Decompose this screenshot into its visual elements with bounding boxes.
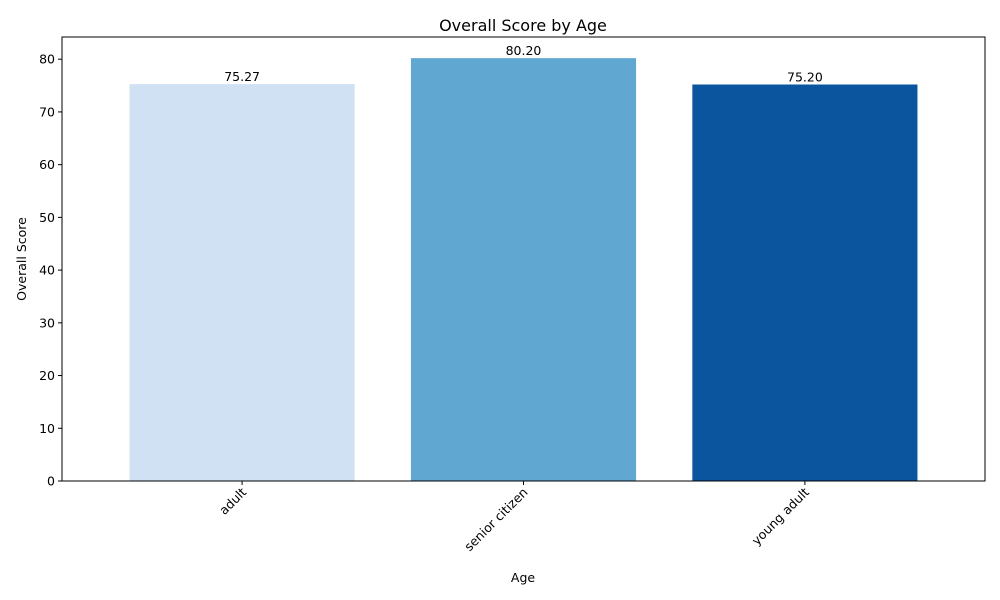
y-tick-label: 20 bbox=[39, 368, 55, 383]
x-tick-label: senior citizen bbox=[461, 485, 530, 554]
y-tick-label: 10 bbox=[39, 421, 55, 436]
bar-senior-citizen bbox=[410, 58, 637, 482]
y-tick-label: 30 bbox=[39, 315, 55, 330]
y-tick-label: 40 bbox=[39, 263, 55, 278]
data-label-adult: 75.27 bbox=[224, 69, 260, 84]
plot-frame bbox=[61, 36, 986, 482]
y-axis: 0 10 20 30 40 50 60 70 80 bbox=[39, 52, 62, 489]
y-axis-label: Overall Score bbox=[14, 217, 29, 301]
y-tick-label: 80 bbox=[39, 52, 55, 67]
x-tick-label: adult bbox=[216, 484, 249, 517]
data-label-young-adult: 75.20 bbox=[787, 70, 823, 85]
bar-young-adult bbox=[692, 84, 918, 481]
y-tick-label: 50 bbox=[39, 210, 55, 225]
bars-layer: 75.27 80.20 75.20 bbox=[129, 43, 918, 482]
x-axis-label: Age bbox=[511, 570, 535, 585]
x-axis: adult senior citizen young adult bbox=[216, 481, 812, 554]
data-label-senior-citizen: 80.20 bbox=[506, 43, 542, 58]
bar-adult bbox=[129, 84, 355, 481]
y-tick-label: 0 bbox=[47, 474, 55, 489]
y-tick-label: 60 bbox=[39, 157, 55, 172]
y-tick-label: 70 bbox=[39, 104, 55, 119]
chart-title: Overall Score by Age bbox=[439, 16, 607, 35]
x-tick-label: young adult bbox=[749, 484, 812, 547]
